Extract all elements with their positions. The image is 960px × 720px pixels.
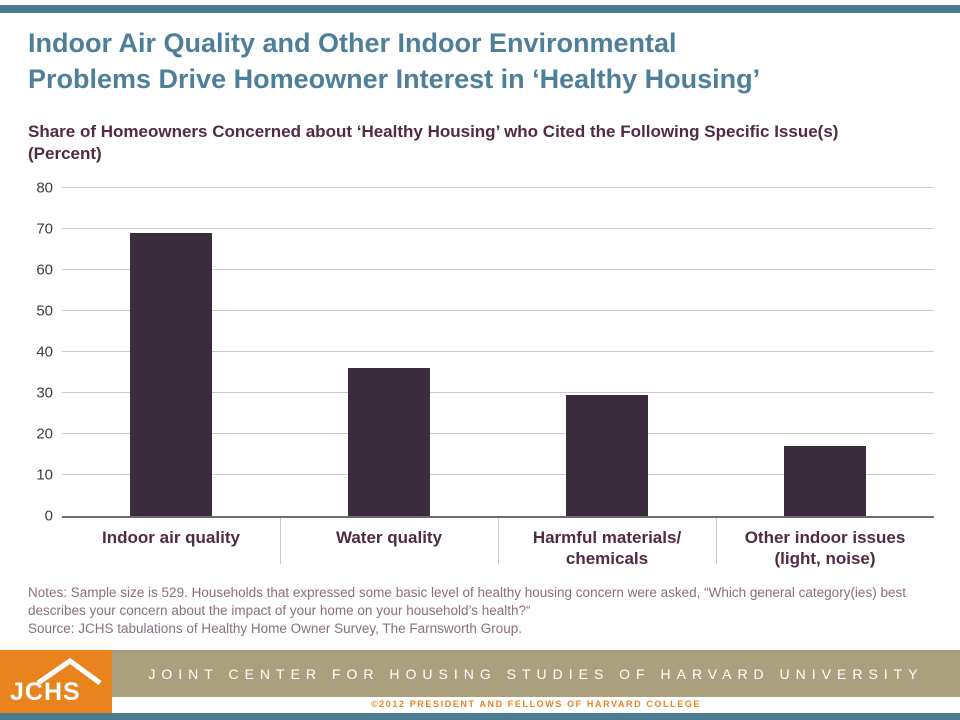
gridline [62, 433, 934, 434]
top-accent-bar [0, 5, 960, 13]
gridline [62, 269, 934, 270]
y-tick-label: 60 [36, 261, 53, 279]
bar-2 [348, 368, 430, 516]
y-tick-label: 40 [36, 343, 53, 361]
title-line-1: Indoor Air Quality and Other Indoor Envi… [28, 28, 677, 58]
gridline [62, 187, 934, 188]
bar-column [716, 188, 934, 516]
bar-column [280, 188, 498, 516]
copyright-text: ©2012 PRESIDENT AND FELLOWS OF HARVARD C… [370, 699, 702, 709]
jchs-logo: JCHS [0, 650, 112, 713]
bar-column [62, 188, 280, 516]
x-category-label: Water quality [280, 518, 498, 570]
x-category-label: Other indoor issues (light, noise) [716, 518, 934, 570]
gridline [62, 228, 934, 229]
bar-column [498, 188, 716, 516]
x-category-label: Indoor air quality [102, 528, 240, 547]
y-tick-label: 10 [36, 466, 53, 484]
subtitle-line-2: (Percent) [28, 144, 102, 164]
y-tick-label: 30 [36, 384, 53, 402]
bar-chart: 0 10 20 30 40 50 60 70 80 Indoor air quality Wate… [28, 180, 934, 570]
gridline [62, 351, 934, 352]
gridline [62, 310, 934, 311]
bar-4 [784, 446, 866, 516]
source-text: Source: JCHS tabulations of Healthy Home… [28, 621, 522, 637]
bar-1 [130, 233, 212, 516]
jchs-logo-text: JCHS [10, 678, 81, 706]
bar-3 [566, 395, 648, 516]
page-title: Indoor Air Quality and Other Indoor Envi… [28, 26, 933, 98]
y-tick-label: 0 [44, 507, 53, 525]
title-line-2: Problems Drive Homeowner Interest in ‘He… [28, 63, 761, 94]
gridline [62, 474, 934, 475]
chart-subtitle: Share of Homeowners Concerned about ‘Hea… [28, 121, 938, 165]
footer-banner: JOINT CENTER FOR HOUSING STUDIES OF HARV… [112, 650, 960, 697]
y-tick-label: 80 [36, 179, 53, 197]
notes-block: Notes: Sample size is 529. Households th… [28, 584, 936, 639]
footer-banner-text: JOINT CENTER FOR HOUSING STUDIES OF HARV… [148, 665, 924, 682]
y-tick-label: 70 [36, 220, 53, 238]
house-roof-icon [36, 657, 102, 685]
x-axis-labels: Indoor air quality Water quality Harmful m… [62, 518, 934, 570]
x-category-label: Harmful materials/ chemicals [498, 518, 716, 570]
bottom-accent-bar [0, 713, 960, 720]
bars [62, 188, 934, 516]
gridline [62, 392, 934, 393]
subtitle-line-1: Share of Homeowners Concerned about ‘Hea… [28, 122, 839, 141]
y-tick-label: 50 [36, 302, 53, 320]
plot-area: 0 10 20 30 40 50 60 70 80 [36, 180, 934, 525]
y-tick-label: 20 [36, 425, 53, 443]
notes-text: Notes: Sample size is 529. Households th… [28, 585, 906, 619]
